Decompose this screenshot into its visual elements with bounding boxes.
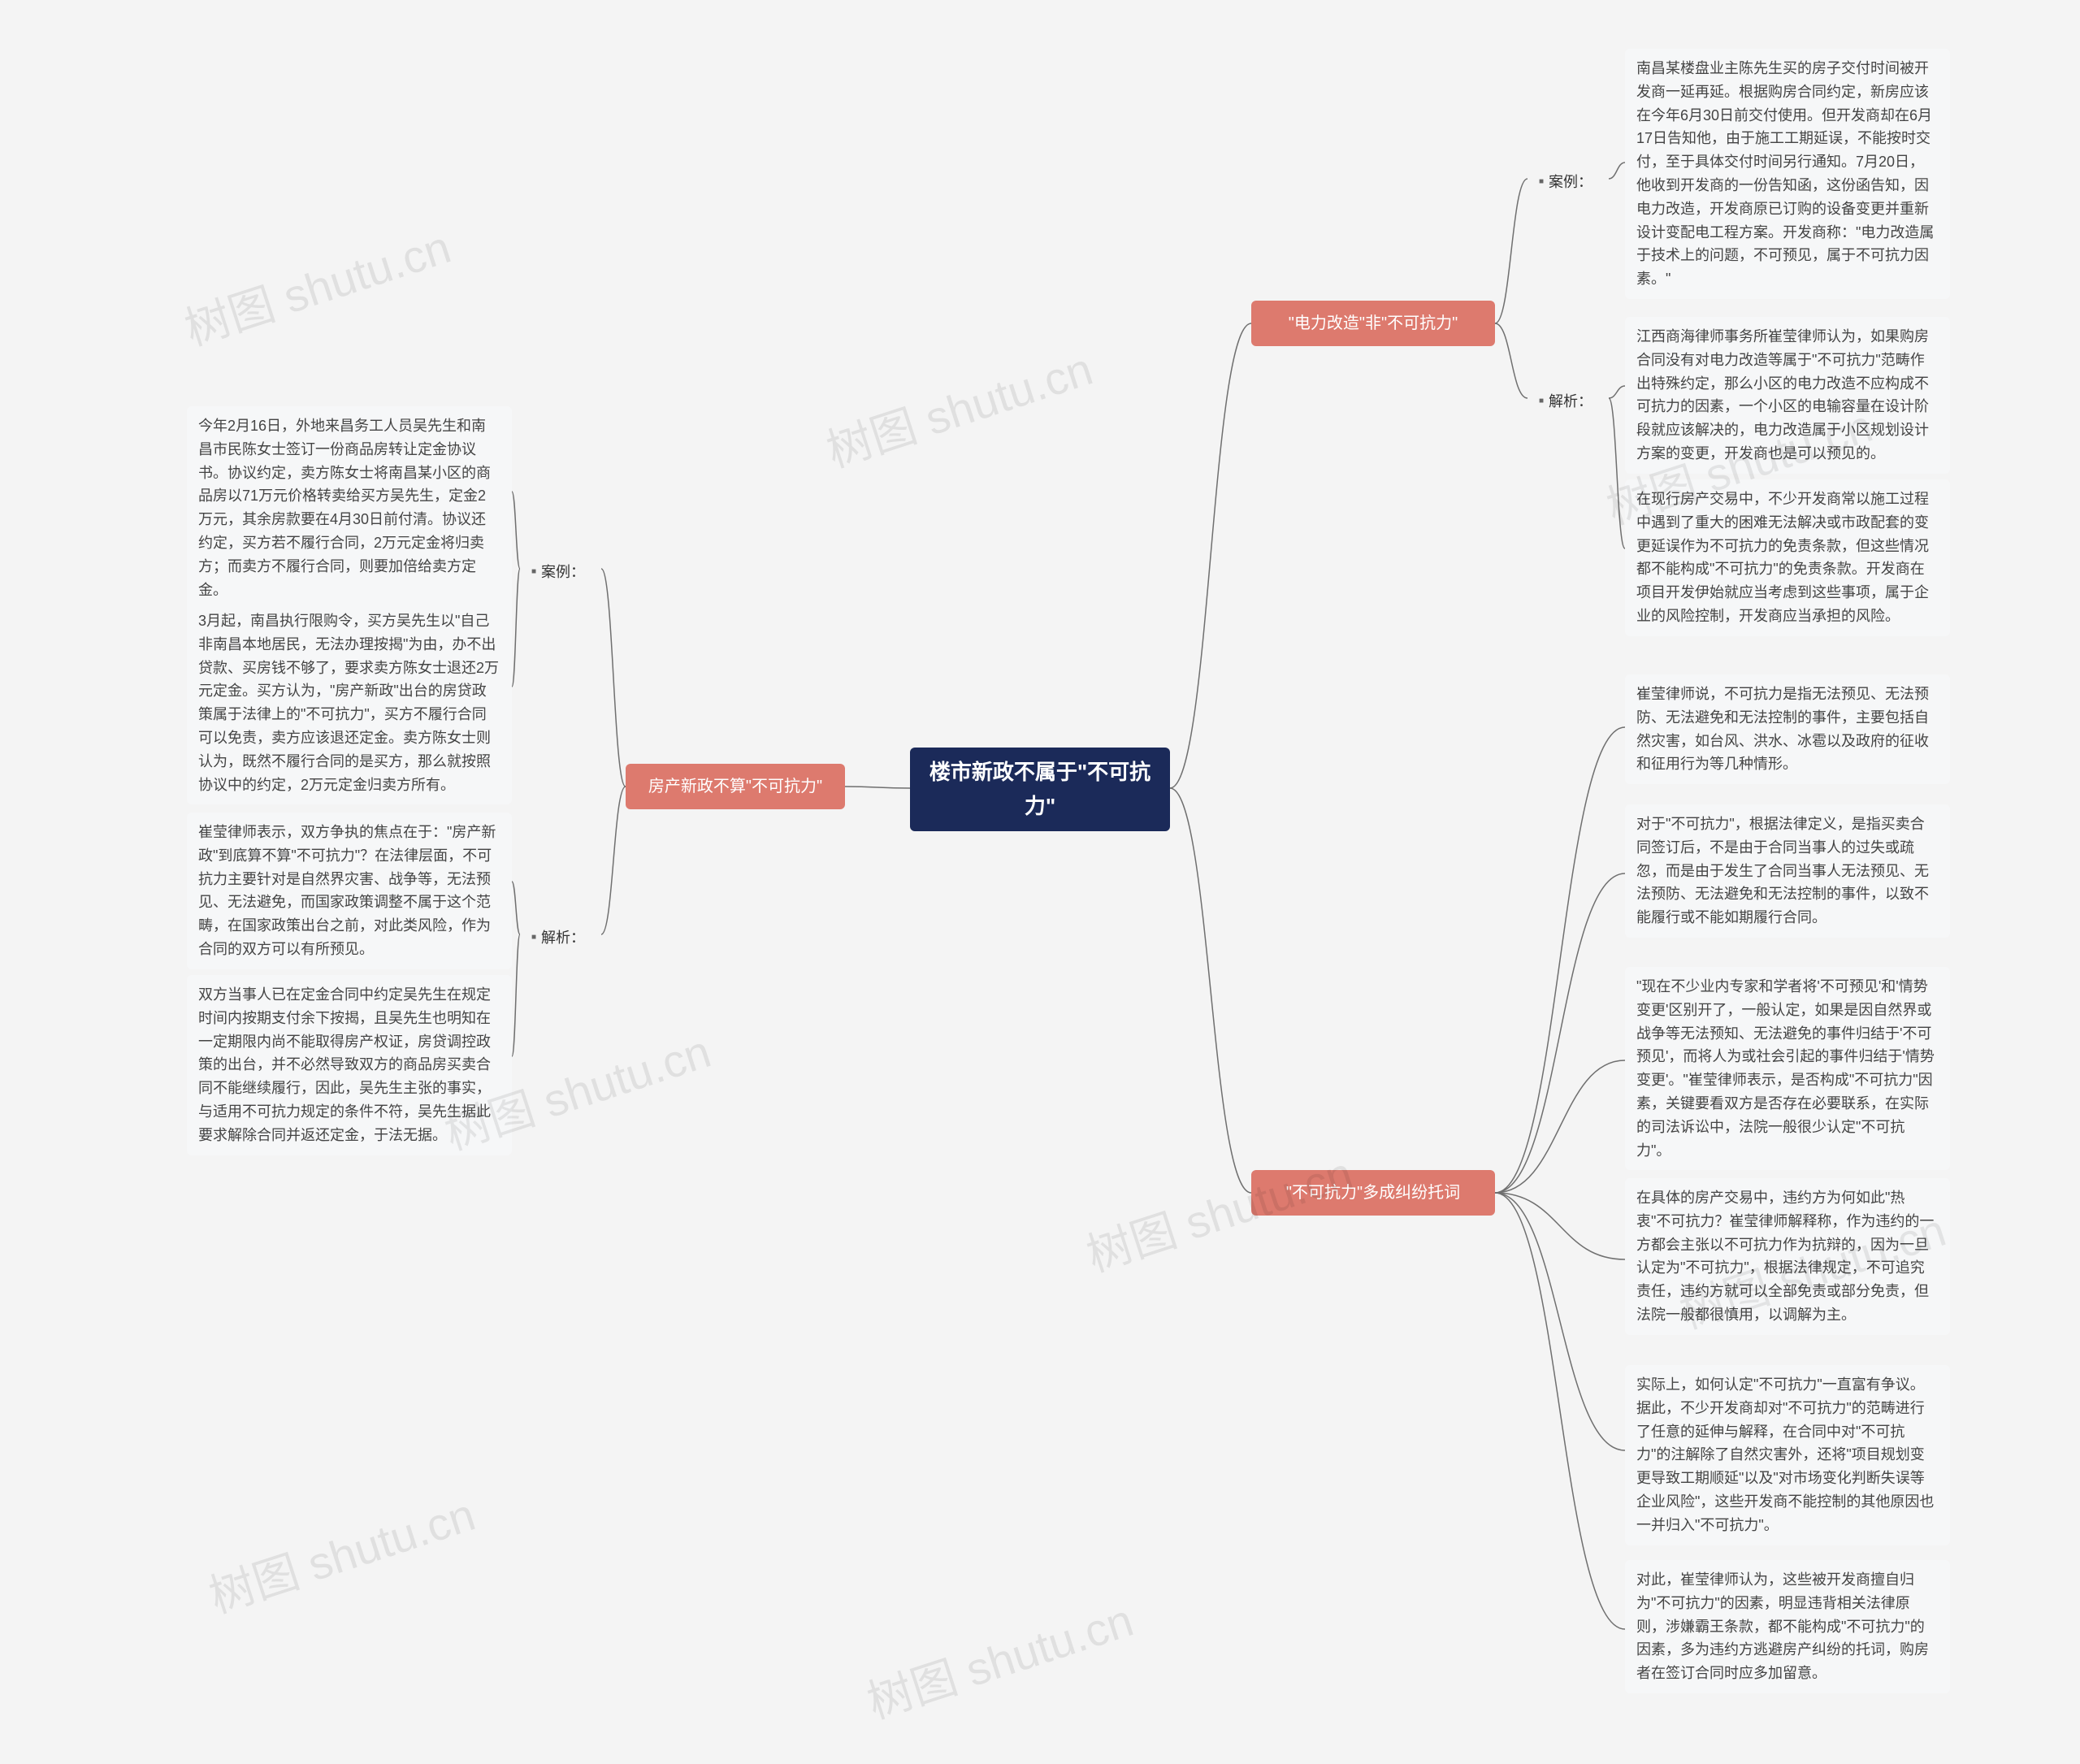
- leaf-b1s2l2: 双方当事人已在定金合同中约定吴先生在规定时间内按期支付余下按揭，且吴先生也明知在…: [187, 975, 512, 1155]
- sub-b2s1: 案例：: [1528, 163, 1609, 202]
- center-node: 楼市新政不属于"不可抗力": [910, 748, 1170, 831]
- leaf-b1s1l1: 今年2月16日，外地来昌务工人员吴先生和南昌市民陈女士签订一份商品房转让定金协议…: [187, 406, 512, 609]
- leaf-b2s2l1: 江西商海律师事务所崔莹律师认为，如果购房合同没有对电力改造等属于"不可抗力"范畴…: [1625, 317, 1950, 474]
- leaf-b3l4: 在具体的房产交易中，违约方为何如此"热衷"不可抗力？崔莹律师解释称，作为违约的一…: [1625, 1178, 1950, 1335]
- leaf-b3l1: 崔莹律师说，不可抗力是指无法预见、无法预防、无法避免和无法控制的事件，主要包括自…: [1625, 674, 1950, 784]
- leaf-b3l2: 对于"不可抗力"，根据法律定义，是指买卖合同签订后，不是由于合同当事人的过失或疏…: [1625, 804, 1950, 938]
- watermark-6: 树图 shutu.cn: [200, 1479, 483, 1627]
- leaf-b3l5: 实际上，如何认定"不可抗力"一直富有争议。据此，不少开发商却对"不可抗力"的范畴…: [1625, 1365, 1950, 1545]
- watermark-0: 树图 shutu.cn: [176, 211, 458, 359]
- leaf-b2s1l1: 南昌某楼盘业主陈先生买的房子交付时间被开发商一延再延。根据购房合同约定，新房应该…: [1625, 49, 1950, 299]
- branch-b2: "电力改造"非"不可抗力": [1251, 301, 1495, 346]
- watermark-1: 树图 shutu.cn: [817, 333, 1100, 481]
- leaf-b2s2l2: 在现行房产交易中，不少开发商常以施工过程中遇到了重大的困难无法解决或市政配套的变…: [1625, 479, 1950, 636]
- watermark-7: 树图 shutu.cn: [858, 1584, 1141, 1732]
- leaf-b3l3: "现在不少业内专家和学者将'不可预见'和'情势变更'区别开了，一般认定，如果是因…: [1625, 967, 1950, 1170]
- sub-b1s2: 解析：: [520, 918, 601, 958]
- sub-b2s2: 解析：: [1528, 382, 1609, 422]
- branch-b1: 房产新政不算"不可抗力": [626, 764, 845, 809]
- leaf-b1s1l2: 3月起，南昌执行限购令，买方吴先生以"自己非南昌本地居民，无法办理按揭"为由，办…: [187, 601, 512, 804]
- leaf-b3l6: 对此，崔莹律师认为，这些被开发商擅自归为"不可抗力"的因素，明显违背相关法律原则…: [1625, 1560, 1950, 1693]
- leaf-b1s2l1: 崔莹律师表示，双方争执的焦点在于："房产新政"到底算不算"不可抗力"？在法律层面…: [187, 813, 512, 969]
- branch-b3: "不可抗力"多成纠纷托词: [1251, 1170, 1495, 1216]
- sub-b1s1: 案例：: [520, 553, 601, 592]
